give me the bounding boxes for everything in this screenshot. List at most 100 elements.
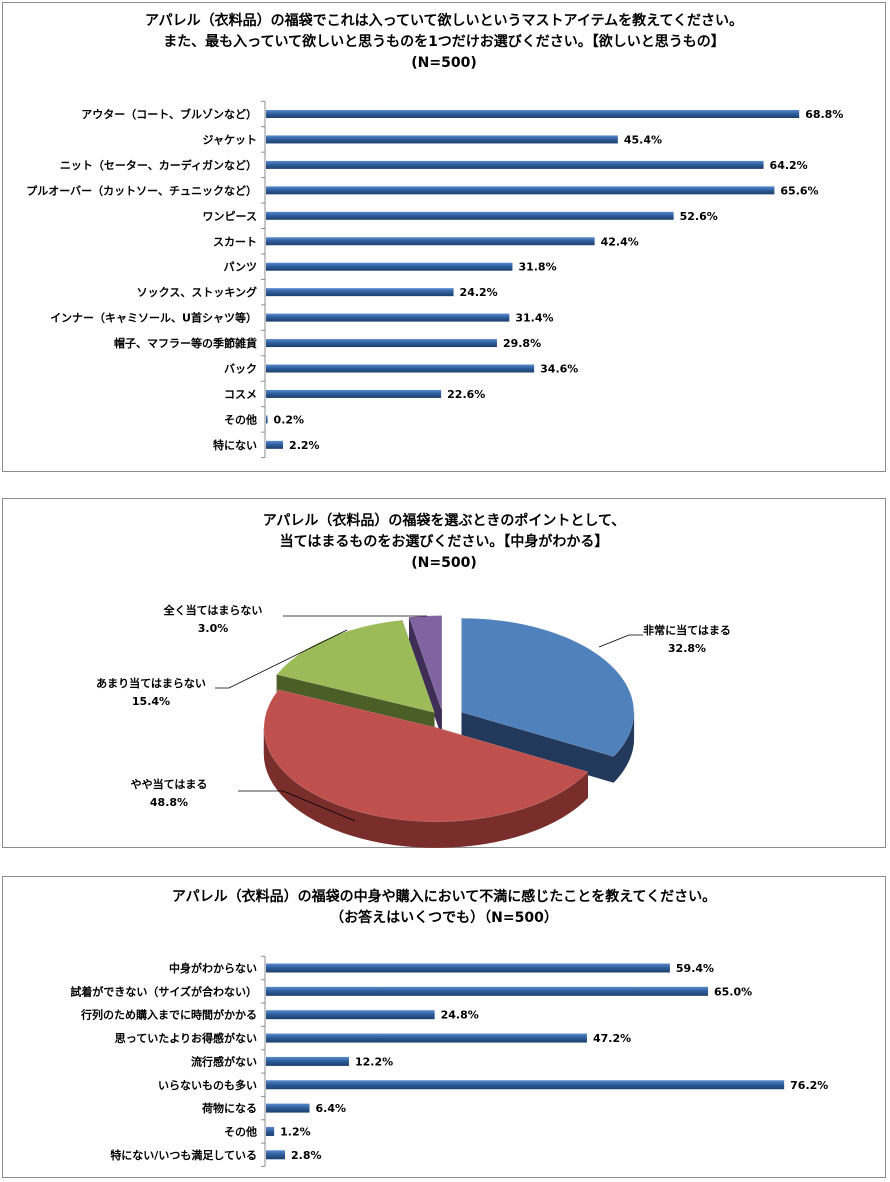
chart-subtitle: (N=500)	[411, 555, 477, 571]
category-label: いらないものも多い	[158, 1078, 257, 1092]
pie-slice	[276, 619, 435, 713]
data-label: 42.4%	[601, 235, 639, 248]
bar	[266, 1150, 286, 1160]
category-label: 荷物になる	[201, 1101, 257, 1115]
chart-title: アパレル（衣料品）の福袋の中身や購入において不満に感じたことを教えてください。 …	[3, 887, 885, 929]
bar	[266, 1103, 310, 1113]
chart-panel-dissatisfaction: アパレル（衣料品）の福袋の中身や購入において不満に感じたことを教えてください。 …	[2, 876, 886, 1178]
chart-panel-contents-known: アパレル（衣料品）の福袋を選ぶときのポイントとして、 当てはまるものをお選びくだ…	[2, 498, 886, 848]
slice-value-label: 3.0%	[198, 622, 229, 635]
category-label: インナー（キャミソール、U首シャツ等）	[50, 311, 257, 325]
category-label: ソックス、ストッキング	[137, 285, 257, 299]
chart-title-line: また、最も入っていて欲しいと思うものを1つだけお選びください。【欲しいと思うもの…	[163, 34, 725, 50]
chart-title-line: アパレル（衣料品）の福袋でこれは入っていて欲しいというマストアイテムを教えてくだ…	[144, 13, 744, 29]
bar	[266, 313, 510, 322]
chart-title-line: （お答えはいくつでも）（N=500）	[330, 910, 558, 926]
category-label: ワンピース	[203, 210, 257, 223]
slice-name-label: やや当てはまる	[131, 777, 208, 791]
data-label: 1.2%	[280, 1125, 311, 1138]
data-label: 59.4%	[676, 962, 714, 975]
category-label: 行列のため購入までに時間がかかる	[80, 1008, 257, 1022]
data-label: 31.4%	[515, 312, 553, 325]
chart-panel-must-items: アパレル（衣料品）の福袋でこれは入っていて欲しいというマストアイテムを教えてくだ…	[2, 2, 886, 472]
category-label: 中身がわからない	[169, 961, 257, 975]
bar	[266, 440, 284, 449]
category-label: 思っていたよりお得感がない	[115, 1031, 257, 1045]
bar	[266, 1080, 785, 1090]
pie-slice	[263, 689, 589, 822]
data-label: 6.4%	[316, 1102, 347, 1115]
bar	[266, 211, 674, 220]
category-label: 流行感がない	[191, 1054, 257, 1068]
bar	[266, 262, 513, 271]
category-label: プルオーバー（カットソー、チュニックなど）	[26, 183, 257, 197]
data-label: 0.2%	[274, 413, 305, 426]
category-label: アウター（コート、ブルゾンなど）	[81, 107, 257, 121]
data-label: 47.2%	[593, 1032, 631, 1045]
chart-subtitle: (N=500)	[411, 55, 477, 71]
data-label: 68.8%	[805, 108, 843, 121]
data-label: 45.4%	[624, 133, 662, 146]
bar	[266, 1126, 275, 1136]
leader-line	[238, 790, 356, 822]
category-label: ジャケット	[203, 133, 257, 146]
data-label: 12.2%	[355, 1055, 393, 1068]
chart-title: アパレル（衣料品）の福袋でこれは入っていて欲しいというマストアイテムを教えてくだ…	[3, 11, 885, 74]
category-label: その他	[224, 412, 257, 426]
data-label: 52.6%	[680, 210, 718, 223]
leader-line	[215, 629, 348, 689]
chart-title-line: 当てはまるものをお選びください。【中身がわかる】	[279, 534, 609, 550]
data-label: 31.8%	[518, 261, 556, 274]
bar	[266, 364, 535, 373]
bar	[266, 110, 800, 118]
bar-chart-dissatisfaction: 中身がわからない 59.4% 試着ができない（サイズが合わない） 65.0% 行列のため…	[70, 955, 828, 1167]
data-label: 22.6%	[447, 388, 485, 401]
chart-title: アパレル（衣料品）の福袋を選ぶときのポイントとして、 当てはまるものをお選びくだ…	[3, 511, 885, 574]
bar	[266, 986, 708, 996]
bar	[266, 389, 442, 398]
category-label: ニット（セーター、カーディガンなど）	[60, 158, 257, 172]
slice-value-label: 32.8%	[668, 642, 706, 655]
category-label: バック	[224, 363, 257, 376]
data-label: 2.8%	[291, 1149, 322, 1162]
bar	[266, 186, 775, 195]
leader-line	[598, 634, 643, 648]
category-label: 特にない	[213, 438, 257, 452]
pie-slice-wall	[461, 711, 614, 783]
chart-title-line: アパレル（衣料品）の福袋の中身や購入において不満に感じたことを教えてください。	[171, 889, 717, 905]
bar	[266, 415, 268, 424]
chart-title-line: アパレル（衣料品）の福袋を選ぶときのポイントとして、	[262, 513, 626, 529]
data-label: 2.2%	[289, 439, 320, 452]
data-label: 34.6%	[540, 363, 578, 376]
bar	[266, 1033, 587, 1043]
category-label: その他	[224, 1124, 257, 1138]
slice-name-label: 全く当てはまらない	[163, 603, 263, 617]
category-label: 試着ができない（サイズが合わない）	[70, 984, 257, 998]
bar	[266, 963, 670, 973]
category-label: パンツ	[223, 261, 257, 274]
data-label: 24.2%	[460, 286, 498, 299]
data-label: 24.8%	[441, 1009, 479, 1022]
category-label: 特にない/いつも満足している	[110, 1148, 257, 1162]
slice-name-label: 非常に当てはまる	[643, 623, 731, 637]
bar	[266, 1056, 349, 1066]
data-label: 65.0%	[714, 985, 752, 998]
category-label: コスメ	[224, 388, 257, 401]
bar	[266, 288, 454, 297]
slice-name-label: あまり当てはまらない	[96, 676, 206, 690]
data-label: 76.2%	[790, 1079, 828, 1092]
category-label: スカート	[213, 235, 257, 248]
bar	[266, 237, 595, 246]
slice-value-label: 15.4%	[132, 695, 170, 708]
slice-value-label: 48.8%	[150, 796, 188, 809]
data-label: 29.8%	[503, 337, 541, 350]
bar	[266, 1010, 435, 1020]
bar	[266, 135, 618, 144]
bar	[266, 160, 764, 169]
category-label: 帽子、マフラー等の季節雑貨	[114, 336, 257, 350]
bar	[266, 339, 497, 348]
bar-chart-must-items: アウター（コート、ブルゾンなど） 68.8% ジャケット 45.4% ニット（セーター、…	[26, 100, 843, 459]
pie-chart-contents-known: 非常に当てはまる 32.8% やや当てはまる 48.8% あまり当てはまらない 15.4%…	[96, 603, 731, 848]
data-label: 64.2%	[770, 159, 808, 172]
data-label: 65.6%	[780, 184, 818, 197]
